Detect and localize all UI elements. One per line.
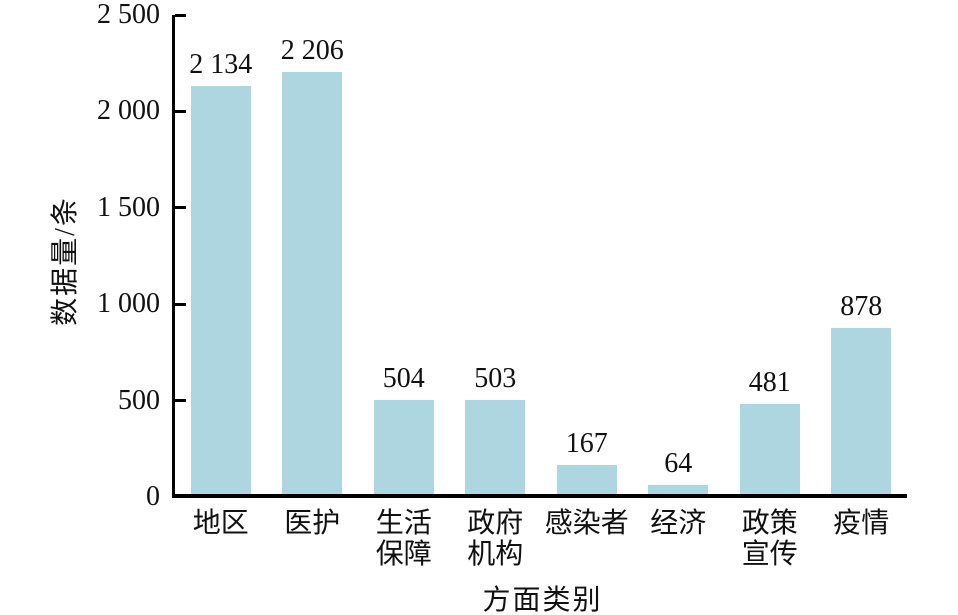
y-tick-label: 2 000 bbox=[97, 95, 160, 127]
x-axis-line bbox=[172, 494, 907, 498]
bar bbox=[282, 71, 343, 498]
y-tick-mark bbox=[175, 302, 186, 306]
y-tick-label: 500 bbox=[118, 384, 160, 416]
y-tick-mark bbox=[175, 13, 186, 17]
y-tick-mark bbox=[175, 109, 186, 113]
bar-value-label: 504 bbox=[382, 362, 425, 394]
bar-value-label: 64 bbox=[664, 447, 693, 479]
y-tick-label: 1 500 bbox=[97, 191, 160, 223]
bar bbox=[556, 464, 617, 498]
category-label: 医护 bbox=[284, 508, 341, 539]
bar-value-label: 2 134 bbox=[189, 48, 253, 80]
bar bbox=[465, 400, 526, 498]
category-label: 地区 bbox=[192, 508, 249, 539]
y-axis-line bbox=[172, 15, 175, 498]
bar-value-label: 481 bbox=[748, 367, 791, 399]
bar bbox=[739, 404, 800, 498]
x-axis-title: 方面类别 bbox=[482, 585, 603, 615]
bar-value-label: 167 bbox=[565, 427, 608, 459]
bar-value-label: 878 bbox=[840, 290, 883, 322]
category-label: 政府 机构 bbox=[467, 508, 524, 570]
bar-value-label: 503 bbox=[474, 363, 517, 395]
y-tick-mark bbox=[175, 399, 186, 403]
category-label: 经济 bbox=[650, 508, 707, 539]
category-label: 生活 保障 bbox=[375, 508, 432, 570]
bar bbox=[831, 327, 892, 498]
bar bbox=[190, 85, 251, 498]
y-tick-label: 1 000 bbox=[97, 288, 160, 320]
y-tick-mark bbox=[175, 206, 186, 210]
category-label: 疫情 bbox=[833, 508, 890, 539]
category-label: 感染者 bbox=[544, 508, 629, 539]
bar bbox=[373, 399, 434, 498]
category-label: 政策 宣传 bbox=[741, 508, 798, 570]
bar-value-label: 2 206 bbox=[280, 34, 344, 66]
y-tick-label: 0 bbox=[146, 481, 160, 512]
y-tick-label: 2 500 bbox=[97, 0, 160, 30]
